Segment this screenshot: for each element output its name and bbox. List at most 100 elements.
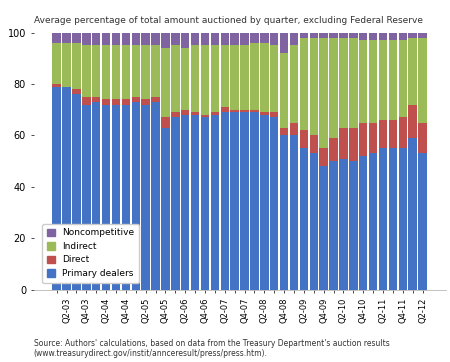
Bar — [359, 40, 368, 122]
Bar — [409, 38, 417, 105]
Bar — [280, 135, 288, 290]
Bar — [399, 148, 407, 290]
Bar — [161, 117, 170, 128]
Bar — [211, 45, 219, 112]
Bar — [181, 48, 189, 110]
Bar — [260, 115, 269, 290]
Bar — [260, 43, 269, 112]
Text: Source: Authors' calculations, based on data from the Treasury Department's auct: Source: Authors' calculations, based on … — [34, 339, 390, 358]
Bar — [211, 112, 219, 115]
Bar — [201, 117, 209, 290]
Bar — [369, 122, 378, 153]
Bar — [389, 33, 397, 40]
Bar — [240, 45, 249, 110]
Bar — [191, 115, 199, 290]
Bar — [171, 33, 180, 45]
Bar — [418, 122, 427, 153]
Bar — [220, 45, 229, 107]
Bar — [151, 102, 160, 290]
Bar — [290, 135, 298, 290]
Bar — [250, 43, 259, 110]
Bar — [329, 38, 338, 138]
Bar — [112, 100, 120, 105]
Bar — [220, 107, 229, 112]
Bar — [369, 153, 378, 290]
Bar — [300, 130, 308, 148]
Bar — [141, 45, 150, 100]
Bar — [230, 45, 239, 110]
Bar — [171, 117, 180, 290]
Bar — [379, 33, 387, 40]
Bar — [161, 128, 170, 290]
Bar — [201, 33, 209, 45]
Bar — [300, 33, 308, 38]
Bar — [310, 135, 318, 153]
Bar — [201, 45, 209, 115]
Bar — [63, 33, 71, 43]
Bar — [122, 105, 130, 290]
Bar — [102, 45, 110, 100]
Bar — [379, 40, 387, 120]
Bar — [399, 33, 407, 40]
Bar — [63, 87, 71, 290]
Bar — [300, 38, 308, 130]
Bar — [339, 128, 348, 159]
Bar — [53, 84, 61, 87]
Bar — [240, 110, 249, 112]
Bar — [63, 43, 71, 87]
Bar — [131, 45, 140, 97]
Bar — [349, 33, 358, 38]
Bar — [220, 112, 229, 290]
Bar — [359, 122, 368, 156]
Bar — [349, 38, 358, 128]
Bar — [270, 112, 279, 117]
Bar — [359, 33, 368, 40]
Bar — [181, 33, 189, 48]
Bar — [53, 43, 61, 84]
Bar — [339, 38, 348, 128]
Bar — [102, 100, 110, 105]
Bar — [250, 110, 259, 112]
Bar — [72, 89, 81, 94]
Bar — [369, 40, 378, 122]
Bar — [53, 33, 61, 43]
Legend: Noncompetitive, Indirect, Direct, Primary dealers: Noncompetitive, Indirect, Direct, Primar… — [42, 224, 139, 282]
Bar — [409, 105, 417, 138]
Bar — [310, 153, 318, 290]
Bar — [240, 33, 249, 45]
Bar — [359, 156, 368, 290]
Bar — [270, 33, 279, 45]
Bar — [369, 33, 378, 40]
Bar — [122, 33, 130, 45]
Bar — [82, 97, 90, 105]
Bar — [131, 97, 140, 102]
Bar — [250, 112, 259, 290]
Bar — [112, 45, 120, 100]
Bar — [102, 105, 110, 290]
Bar — [161, 48, 170, 117]
Bar — [92, 97, 100, 102]
Bar — [280, 33, 288, 53]
Bar — [72, 33, 81, 43]
Bar — [260, 112, 269, 115]
Bar — [201, 115, 209, 117]
Bar — [389, 148, 397, 290]
Bar — [339, 159, 348, 290]
Bar — [211, 115, 219, 290]
Bar — [230, 33, 239, 45]
Bar — [389, 120, 397, 148]
Bar — [310, 38, 318, 135]
Bar — [141, 100, 150, 105]
Bar — [171, 112, 180, 117]
Bar — [409, 138, 417, 290]
Bar — [320, 148, 328, 166]
Bar — [122, 45, 130, 100]
Bar — [379, 148, 387, 290]
Bar — [418, 33, 427, 38]
Bar — [151, 97, 160, 102]
Bar — [131, 102, 140, 290]
Bar — [240, 112, 249, 290]
Bar — [102, 33, 110, 45]
Bar — [72, 43, 81, 89]
Bar — [280, 128, 288, 135]
